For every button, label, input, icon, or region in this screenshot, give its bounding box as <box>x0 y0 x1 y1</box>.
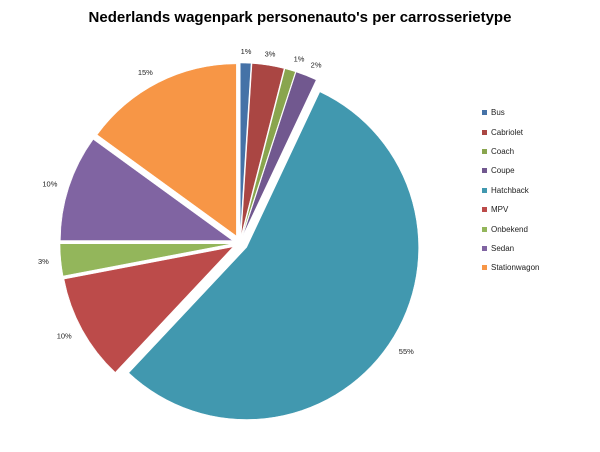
data-label-mpv: 10% <box>57 331 72 340</box>
legend-label: Coach <box>491 146 515 156</box>
pie-slice-coupe <box>242 71 317 236</box>
legend-item-mpv: MPV <box>482 200 539 219</box>
legend-label: MPV <box>491 205 509 215</box>
chart-legend: Bus Cabriolet Coach Coupe Hatchback MPV Onbeke… <box>482 103 539 278</box>
pie-slice-bus <box>240 62 252 236</box>
legend-swatch <box>482 226 487 232</box>
data-label-onbekend: 3% <box>38 257 49 266</box>
pie-slice-coach <box>241 68 296 236</box>
legend-label: Hatchback <box>491 185 529 195</box>
legend-swatch <box>482 168 487 174</box>
legend-item-sedan: Sedan <box>482 239 539 258</box>
legend-item-hatchback: Hatchback <box>482 181 539 200</box>
legend-item-coupe: Coupe <box>482 161 539 180</box>
pie-slice-stationwagon <box>96 63 237 237</box>
legend-swatch <box>482 148 487 154</box>
legend-item-cabriolet: Cabriolet <box>482 122 539 141</box>
legend-swatch <box>482 187 487 193</box>
legend-swatch <box>482 110 487 116</box>
data-label-hatchback: 55% <box>399 347 414 356</box>
data-label-coupe: 2% <box>311 60 322 69</box>
data-label-cabriolet: 3% <box>265 49 276 58</box>
data-label-sedan: 10% <box>42 180 57 189</box>
data-label-coach: 1% <box>294 55 305 64</box>
legend-swatch <box>482 265 487 271</box>
legend-label: Onbekend <box>491 224 528 234</box>
legend-item-bus: Bus <box>482 103 539 122</box>
legend-swatch <box>482 129 487 135</box>
pie-slice-sedan <box>60 139 234 241</box>
legend-label: Cabriolet <box>491 127 524 137</box>
legend-item-onbekend: Onbekend <box>482 219 539 238</box>
legend-label: Coupe <box>491 166 515 176</box>
legend-swatch <box>482 207 487 213</box>
legend-label: Stationwagon <box>491 263 540 273</box>
data-label-stationwagon: 15% <box>138 68 153 77</box>
legend-item-coach: Coach <box>482 142 539 161</box>
legend-swatch <box>482 245 487 251</box>
chart-title: Nederlands wagenpark personenauto's per … <box>88 9 512 26</box>
pie-slice-onbekend <box>59 243 233 277</box>
data-label-bus: 1% <box>241 47 252 56</box>
legend-label: Bus <box>491 108 505 118</box>
pie-slice-cabriolet <box>241 63 285 236</box>
pie-slice-mpv <box>63 246 234 373</box>
pie-slice-hatchback <box>128 91 419 420</box>
legend-label: Sedan <box>491 243 515 253</box>
legend-item-stationwagon: Stationwagon <box>482 258 539 277</box>
